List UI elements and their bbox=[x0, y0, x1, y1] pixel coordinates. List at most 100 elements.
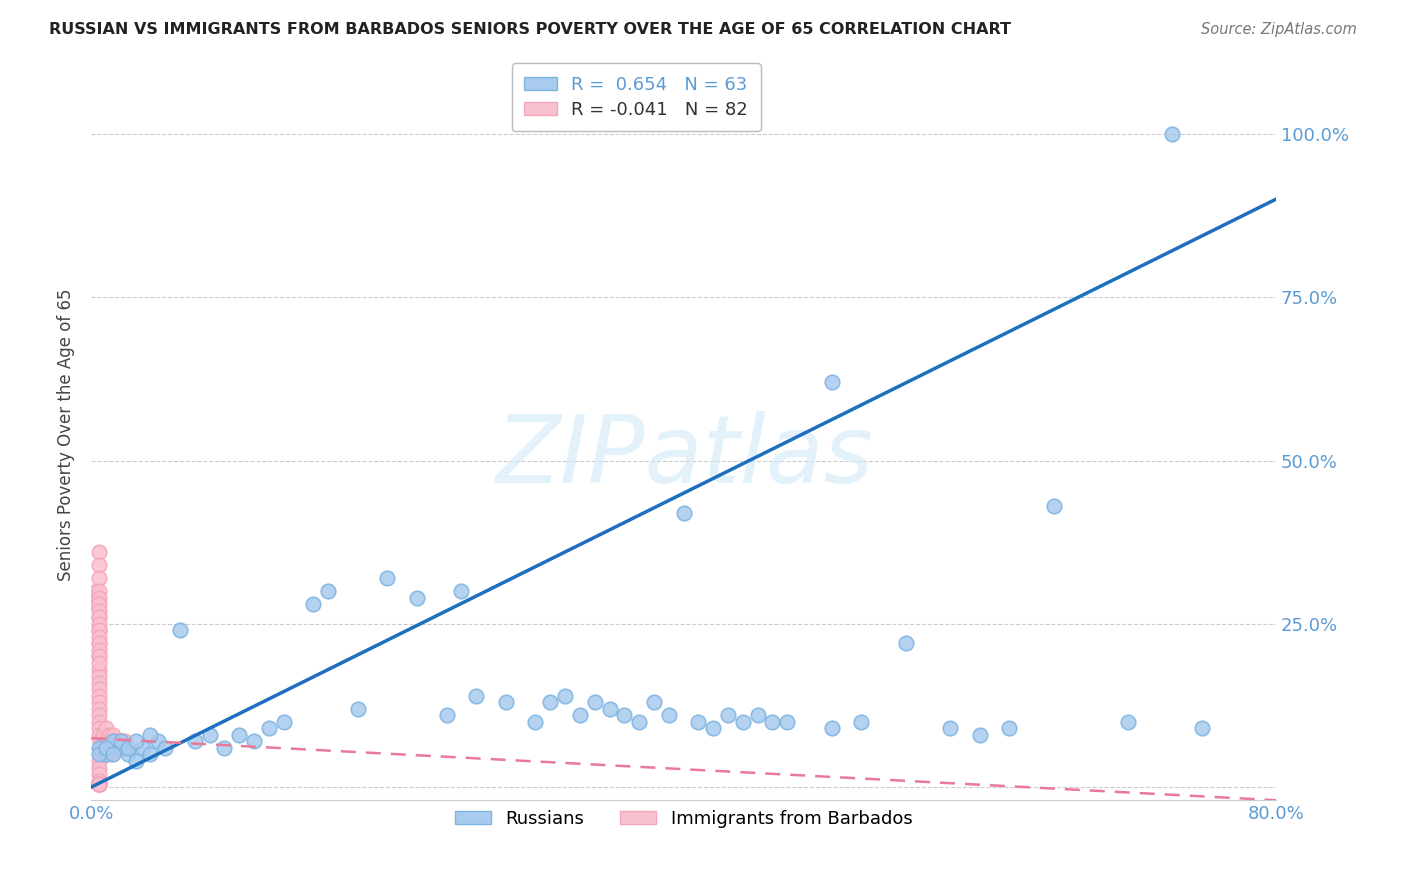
Point bbox=[87, 656, 110, 670]
Point bbox=[643, 695, 665, 709]
Point bbox=[94, 747, 117, 762]
Point bbox=[87, 604, 110, 618]
Y-axis label: Seniors Poverty Over the Age of 65: Seniors Poverty Over the Age of 65 bbox=[58, 288, 75, 581]
Point bbox=[524, 714, 547, 729]
Point bbox=[731, 714, 754, 729]
Point bbox=[450, 584, 472, 599]
Point bbox=[87, 584, 110, 599]
Point bbox=[821, 722, 844, 736]
Point bbox=[105, 734, 128, 748]
Point bbox=[139, 747, 162, 762]
Point bbox=[100, 747, 122, 762]
Point bbox=[110, 734, 132, 748]
Point bbox=[87, 741, 110, 756]
Point bbox=[87, 643, 110, 657]
Point bbox=[110, 741, 132, 756]
Point bbox=[87, 777, 110, 791]
Point bbox=[139, 728, 162, 742]
Point bbox=[94, 722, 117, 736]
Point bbox=[94, 741, 117, 756]
Point bbox=[273, 714, 295, 729]
Point bbox=[132, 741, 155, 756]
Point bbox=[87, 777, 110, 791]
Point bbox=[538, 695, 561, 709]
Point bbox=[90, 747, 112, 762]
Point bbox=[87, 636, 110, 650]
Point bbox=[688, 714, 710, 729]
Point bbox=[87, 777, 110, 791]
Point bbox=[87, 610, 110, 624]
Point bbox=[1161, 127, 1184, 141]
Point bbox=[124, 734, 146, 748]
Point bbox=[87, 689, 110, 703]
Point bbox=[87, 702, 110, 716]
Point bbox=[117, 741, 139, 756]
Point bbox=[90, 741, 112, 756]
Point bbox=[96, 741, 118, 756]
Point bbox=[184, 734, 207, 748]
Point bbox=[117, 741, 139, 756]
Point bbox=[117, 747, 139, 762]
Point bbox=[101, 741, 124, 756]
Point bbox=[103, 747, 125, 762]
Point bbox=[103, 728, 125, 742]
Point bbox=[583, 695, 606, 709]
Point bbox=[103, 734, 125, 748]
Point bbox=[894, 636, 917, 650]
Point bbox=[169, 624, 191, 638]
Point bbox=[87, 649, 110, 664]
Point bbox=[87, 597, 110, 611]
Point bbox=[628, 714, 651, 729]
Point bbox=[776, 714, 799, 729]
Point bbox=[89, 741, 111, 756]
Point bbox=[87, 649, 110, 664]
Point bbox=[87, 777, 110, 791]
Point bbox=[87, 558, 110, 572]
Point bbox=[243, 734, 266, 748]
Point bbox=[87, 616, 110, 631]
Point bbox=[568, 708, 591, 723]
Point bbox=[87, 728, 110, 742]
Point bbox=[495, 695, 517, 709]
Point bbox=[114, 734, 136, 748]
Point bbox=[1191, 722, 1213, 736]
Text: ZIPatlas: ZIPatlas bbox=[495, 411, 873, 502]
Text: RUSSIAN VS IMMIGRANTS FROM BARBADOS SENIORS POVERTY OVER THE AGE OF 65 CORRELATI: RUSSIAN VS IMMIGRANTS FROM BARBADOS SENI… bbox=[49, 22, 1011, 37]
Point bbox=[747, 708, 769, 723]
Point bbox=[104, 741, 127, 756]
Point bbox=[87, 591, 110, 605]
Point bbox=[1043, 500, 1066, 514]
Point bbox=[87, 714, 110, 729]
Point bbox=[84, 584, 107, 599]
Point bbox=[86, 597, 108, 611]
Point bbox=[702, 722, 724, 736]
Point bbox=[87, 682, 110, 697]
Point bbox=[94, 741, 117, 756]
Point bbox=[87, 777, 110, 791]
Point bbox=[87, 777, 110, 791]
Point bbox=[613, 708, 636, 723]
Point bbox=[87, 610, 110, 624]
Point bbox=[87, 636, 110, 650]
Point bbox=[228, 728, 250, 742]
Point bbox=[87, 767, 110, 781]
Point bbox=[87, 777, 110, 791]
Point bbox=[87, 695, 110, 709]
Point bbox=[672, 506, 695, 520]
Point bbox=[107, 741, 129, 756]
Point bbox=[91, 747, 114, 762]
Point bbox=[939, 722, 962, 736]
Point bbox=[108, 734, 131, 748]
Point bbox=[94, 747, 117, 762]
Point bbox=[821, 375, 844, 389]
Point bbox=[89, 734, 111, 748]
Point bbox=[97, 741, 120, 756]
Point bbox=[87, 663, 110, 677]
Point bbox=[1116, 714, 1139, 729]
Point bbox=[377, 571, 399, 585]
Point bbox=[406, 591, 429, 605]
Point bbox=[89, 734, 111, 748]
Point bbox=[316, 584, 339, 599]
Point bbox=[91, 728, 114, 742]
Point bbox=[87, 675, 110, 690]
